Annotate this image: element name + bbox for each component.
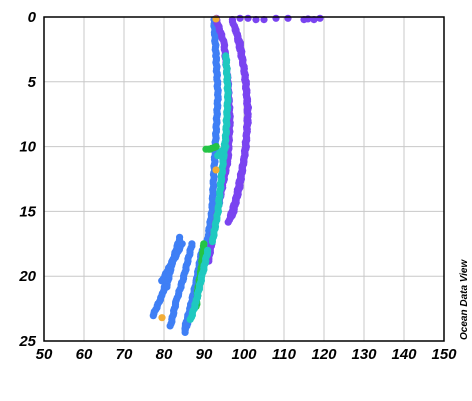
data-point: [187, 316, 194, 323]
y-tick-labels: 0 5 10 15 20 25: [18, 9, 36, 350]
x-tick-label: 120: [311, 346, 337, 363]
x-tick-label: 150: [431, 346, 457, 363]
data-point: [167, 322, 174, 329]
data-point: [316, 15, 323, 22]
x-tick-label: 130: [351, 346, 377, 363]
x-tick-label: 60: [76, 346, 93, 363]
data-point-highlight: [212, 166, 219, 173]
chart-data-points: [150, 15, 324, 336]
y-tick-label: 10: [19, 139, 36, 156]
x-tick-label: 50: [36, 346, 53, 363]
data-point: [284, 15, 291, 22]
y-tick-label: 25: [18, 333, 36, 350]
data-point: [202, 146, 209, 153]
data-point: [229, 212, 236, 219]
y-tick-label: 5: [28, 74, 37, 91]
data-point: [150, 312, 157, 319]
data-point: [214, 152, 221, 159]
x-tick-label: 80: [156, 346, 173, 363]
data-point: [163, 283, 170, 290]
x-tick-label: 90: [196, 346, 213, 363]
data-point: [272, 15, 279, 22]
data-point: [209, 238, 216, 245]
data-point: [236, 15, 243, 22]
y-tick-label: 0: [28, 9, 37, 26]
y-tick-label: 20: [18, 268, 36, 285]
x-tick-label: 140: [391, 346, 417, 363]
data-point: [244, 15, 251, 22]
x-tick-label: 70: [116, 346, 133, 363]
x-tick-label: 110: [272, 346, 297, 363]
x-tick-label: 100: [231, 346, 257, 363]
x-tick-labels: 50 60 70 80 90 100 110 120 130 140 150: [36, 346, 458, 363]
data-point: [225, 219, 232, 226]
data-point-highlight: [158, 314, 165, 321]
data-point: [181, 325, 188, 332]
y-tick-label: 15: [19, 203, 36, 220]
ocean-data-view-watermark: Ocean Data View: [459, 259, 470, 340]
